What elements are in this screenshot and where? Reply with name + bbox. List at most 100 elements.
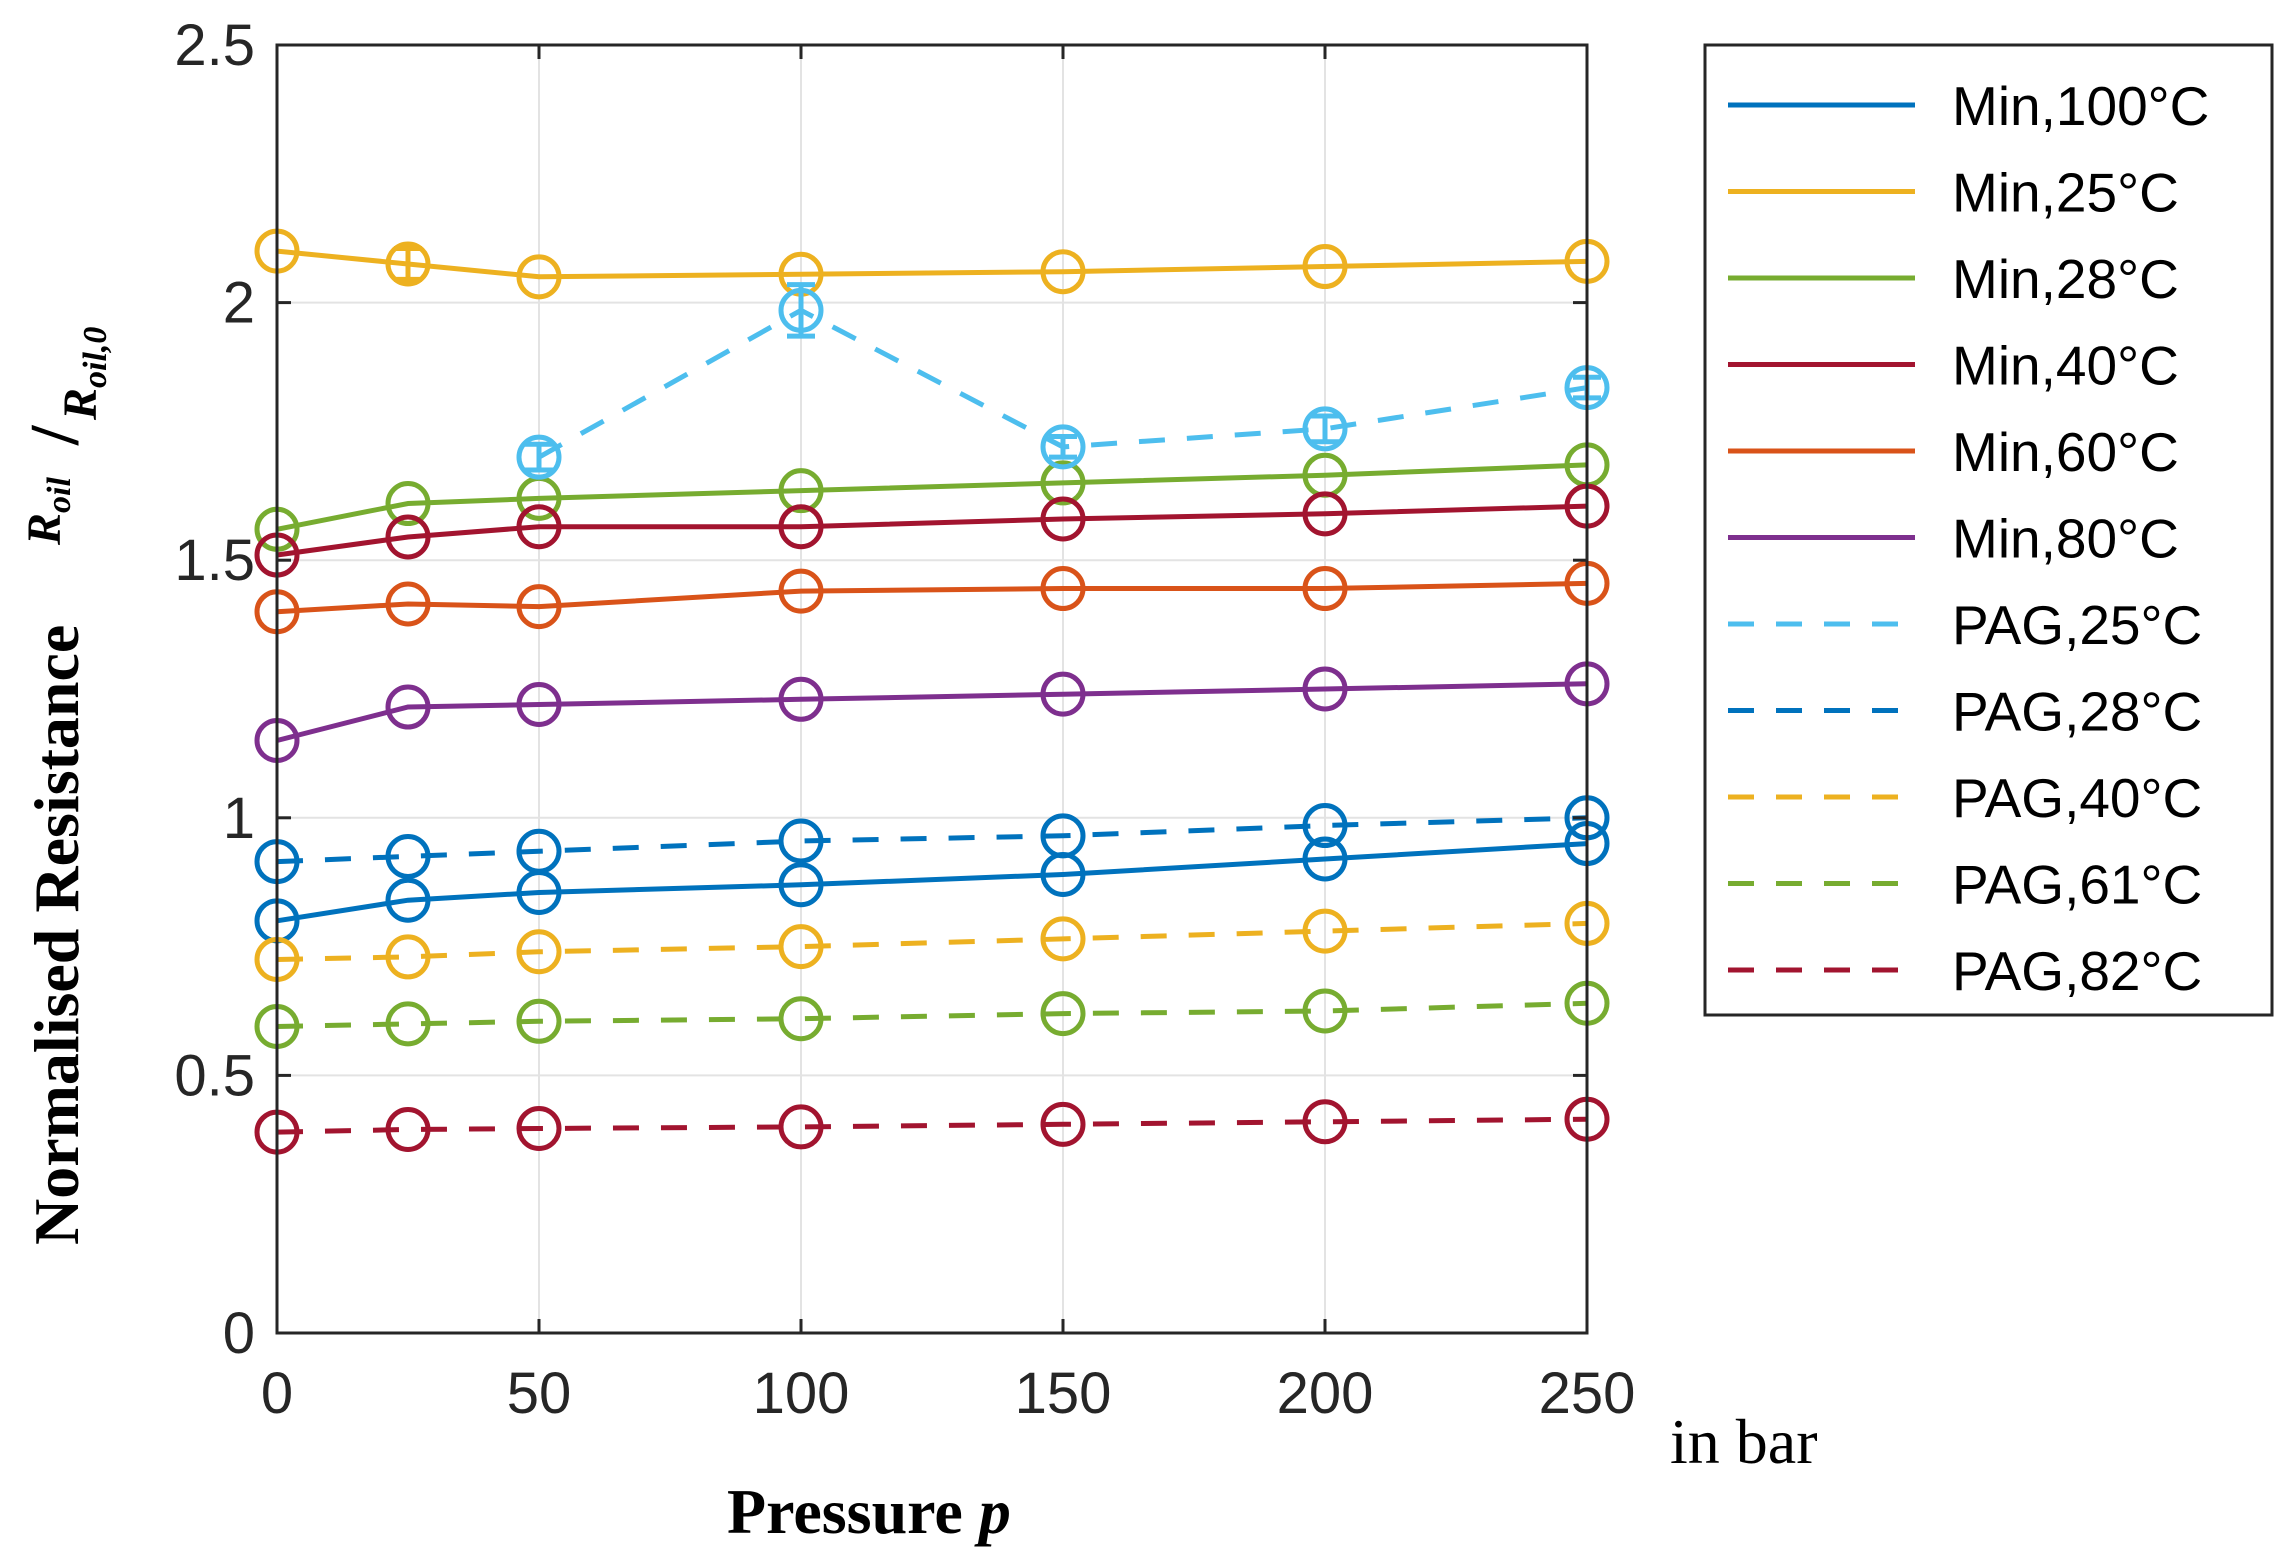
data-point: [385, 934, 431, 980]
plot-frame: [275, 43, 1589, 1335]
axis-ticks: 0 50 100 150 200 250 0 0.5 1 1.5 2 2.5: [174, 13, 1635, 1426]
series-line: [276, 920, 1588, 962]
data-point: [385, 241, 431, 287]
data-point: [1040, 916, 1086, 962]
data-point: [778, 568, 824, 614]
y-tick-label: 1.5: [174, 528, 255, 593]
series-pag-61c: [254, 980, 1610, 1049]
legend-box: [1703, 43, 2274, 1017]
series-line: [276, 1000, 1588, 1029]
ratio-numerator: R: [18, 513, 71, 546]
legend-label: Min,40°C: [1952, 335, 2179, 397]
series-line: [276, 248, 1588, 280]
data-point: [1040, 671, 1086, 717]
legend-label: PAG,25°C: [1952, 594, 2202, 656]
legend-item-min-28c: Min,28°C: [1728, 248, 2179, 310]
series-line: [276, 1116, 1588, 1135]
data-point: [516, 828, 562, 874]
legend-label: PAG,82°C: [1952, 940, 2202, 1002]
ratio-numerator-sub: oil: [41, 477, 78, 513]
series-pag-40c: [254, 900, 1610, 982]
x-axis-symbol: p: [974, 1476, 1011, 1547]
legend-item-pag-82c: PAG,82°C: [1728, 940, 2202, 1002]
legend-label: Min,25°C: [1952, 162, 2179, 224]
legend-label: Min,60°C: [1952, 421, 2179, 483]
y-tick-label: 2: [223, 271, 255, 336]
data-point: [1302, 406, 1348, 452]
legend-item-pag-61c: PAG,61°C: [1728, 854, 2202, 916]
svg-text:Normalised Resistance: Normalised Resistance: [21, 625, 92, 1245]
data-point: [1040, 566, 1086, 612]
series-pag-28c: [254, 795, 1610, 885]
data-point: [385, 1106, 431, 1152]
legend-label: PAG,61°C: [1952, 854, 2202, 916]
data-point: [1302, 491, 1348, 537]
legend-item-min-60c: Min,60°C: [1728, 421, 2179, 483]
data-point: [1040, 991, 1086, 1037]
series-min-25c: [254, 228, 1610, 300]
series-pag-25c: [516, 282, 1610, 480]
ratio-denominator-sub: oil,0: [77, 327, 114, 388]
x-axis-unit: in bar: [1670, 1406, 1818, 1477]
series-min-80c: [254, 661, 1610, 764]
data-point: [385, 1001, 431, 1047]
legend-item-min-25c: Min,25°C: [1728, 162, 2179, 224]
series-line: [276, 841, 1588, 924]
legend-label: PAG,40°C: [1952, 767, 2202, 829]
data-point: [778, 924, 824, 970]
data-point: [778, 862, 824, 908]
legend-label: PAG,28°C: [1952, 681, 2202, 743]
data-point: [516, 504, 562, 550]
series-layer: [254, 228, 1610, 1155]
svg-text:Roil,0: Roil,0: [54, 327, 114, 421]
data-point: [778, 818, 824, 864]
y-tick-label: 0.5: [174, 1043, 255, 1108]
data-point: [516, 681, 562, 727]
x-axis-label: Pressure: [727, 1476, 963, 1547]
data-point: [778, 1104, 824, 1150]
series-min-100c: [254, 821, 1610, 944]
y-axis-title: Normalised Resistance: [21, 625, 92, 1245]
series-line: [276, 503, 1588, 558]
data-point: [516, 434, 562, 480]
y-axis-ratio: Roil / Roil,0: [17, 327, 114, 546]
data-point: [385, 514, 431, 560]
data-point: [1040, 424, 1086, 470]
svg-text:Roil: Roil: [18, 477, 78, 546]
data-point: [1302, 908, 1348, 954]
data-point: [516, 1105, 562, 1151]
ratio-slash: /: [17, 424, 94, 446]
data-point: [1302, 836, 1348, 882]
legend-item-pag-40c: PAG,40°C: [1728, 767, 2202, 829]
data-point: [385, 581, 431, 627]
data-point: [778, 996, 824, 1042]
x-axis-title: Pressure p: [727, 1476, 1011, 1547]
legend-item-pag-28c: PAG,28°C: [1728, 681, 2202, 743]
data-point: [778, 504, 824, 550]
data-point: [385, 833, 431, 879]
legend-item-pag-25c: PAG,25°C: [1728, 594, 2202, 656]
data-point: [385, 481, 431, 527]
data-point: [1040, 496, 1086, 542]
x-tick-label: 200: [1277, 1361, 1374, 1426]
series-min-60c: [254, 560, 1610, 635]
data-point: [778, 468, 824, 514]
data-point: [1302, 244, 1348, 290]
data-point: [778, 676, 824, 722]
data-point: [385, 877, 431, 923]
legend: Min,100°C Min,25°C Min,28°C Min,40°C Min,60°…: [1703, 43, 2274, 1017]
legend-label: Min,80°C: [1952, 508, 2179, 570]
legend-item-min-100c: Min,100°C: [1728, 75, 2209, 137]
data-point: [516, 929, 562, 975]
series-pag-82c: [254, 1096, 1610, 1155]
legend-item-min-40c: Min,40°C: [1728, 335, 2179, 397]
data-point: [1040, 460, 1086, 506]
data-point: [1302, 803, 1348, 849]
x-tick-label: 0: [261, 1361, 293, 1426]
data-point: [778, 287, 824, 333]
legend-label: Min,100°C: [1952, 75, 2209, 137]
data-point: [516, 584, 562, 630]
data-point: [1302, 1099, 1348, 1145]
legend-label: Min,28°C: [1952, 248, 2179, 310]
